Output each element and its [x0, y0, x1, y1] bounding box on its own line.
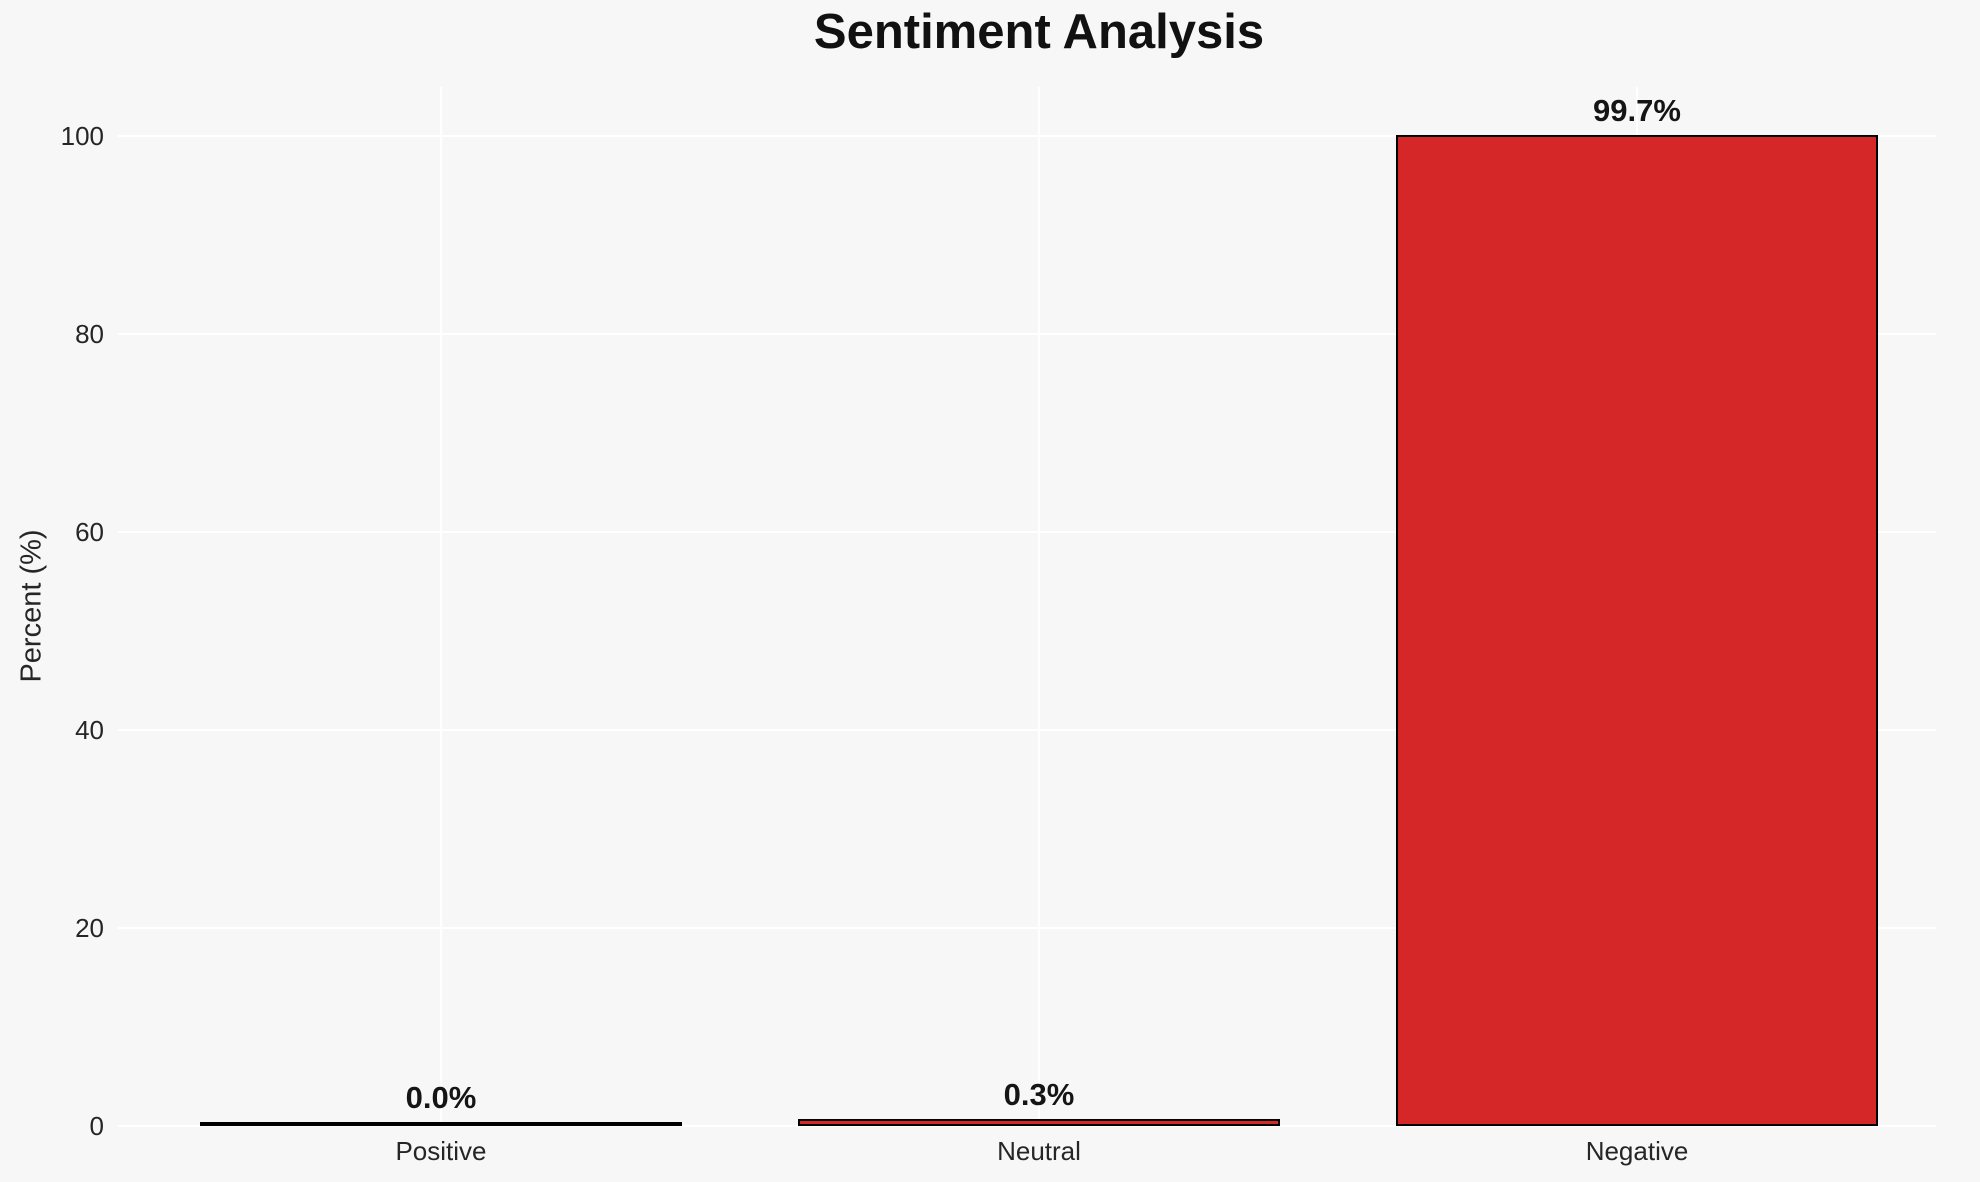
y-tick-label: 20 [75, 913, 104, 944]
bar-negative [1395, 135, 1879, 1126]
y-tick-mark [118, 531, 142, 534]
y-axis-label: Percent (%) [15, 529, 48, 683]
bar-value-label: 0.0% [405, 1080, 477, 1115]
y-tick-label: 60 [75, 517, 104, 548]
y-tick-mark [118, 333, 142, 336]
bar-slot: 99.7% [1338, 87, 1936, 1126]
plot-area: 0 20 40 60 80 100 0.0% Positive 0.3% Neutral 99.7%… [61, 87, 1936, 1164]
y-tick-mark [118, 927, 142, 930]
y-tick-label: 100 [60, 121, 104, 152]
gridline-vertical [1038, 87, 1040, 1126]
x-tick-label: Positive [395, 1136, 487, 1166]
y-tick-label: 80 [75, 319, 104, 350]
gridline-horizontal [142, 1125, 1936, 1127]
bar-positive [199, 1122, 683, 1126]
bar-value-label: 99.7% [1593, 93, 1681, 129]
y-tick-mark [118, 1125, 142, 1127]
y-tick-label: 0 [89, 1111, 104, 1141]
y-tick-mark [118, 135, 142, 138]
bar-value-label: 0.3% [1003, 1077, 1075, 1113]
bar-slot: 0.3% [740, 87, 1338, 1126]
x-tick-label: Neutral [997, 1136, 1081, 1166]
bar-slot: 0.0% [142, 87, 740, 1126]
y-tick-label: 40 [75, 715, 104, 746]
gridline-vertical [439, 87, 442, 1126]
bar-neutral [797, 1119, 1281, 1126]
x-tick-label: Negative [1585, 1136, 1689, 1166]
y-tick-mark [118, 729, 142, 732]
chart-title: Sentiment Analysis [813, 5, 1265, 59]
